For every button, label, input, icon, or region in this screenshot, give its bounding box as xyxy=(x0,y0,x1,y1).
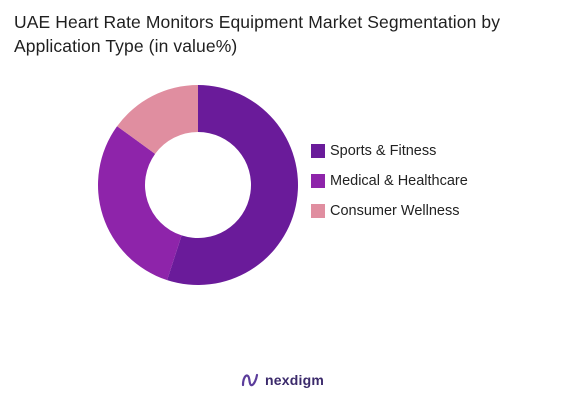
donut-slice-consumer-wellness xyxy=(117,85,198,154)
legend-item-sports-fitness: Sports & Fitness xyxy=(311,136,468,166)
chart-legend: Sports & Fitness Medical & Healthcare Co… xyxy=(311,136,468,226)
donut-slice-medical-healthcare xyxy=(97,126,182,281)
legend-label: Consumer Wellness xyxy=(330,203,460,219)
donut-slice-sports-fitness xyxy=(167,85,299,286)
brand-name: nexdigm xyxy=(265,372,324,388)
legend-swatch xyxy=(311,204,325,218)
legend-item-medical-healthcare: Medical & Healthcare xyxy=(311,166,468,196)
legend-swatch xyxy=(311,174,325,188)
legend-label: Sports & Fitness xyxy=(330,143,437,159)
legend-swatch xyxy=(311,144,325,158)
legend-item-consumer-wellness: Consumer Wellness xyxy=(311,196,468,226)
brand-logo: nexdigm xyxy=(240,370,324,390)
legend-label: Medical & Healthcare xyxy=(330,173,468,189)
chart-title: UAE Heart Rate Monitors Equipment Market… xyxy=(14,12,501,56)
nexdigm-logo-icon xyxy=(241,373,259,387)
